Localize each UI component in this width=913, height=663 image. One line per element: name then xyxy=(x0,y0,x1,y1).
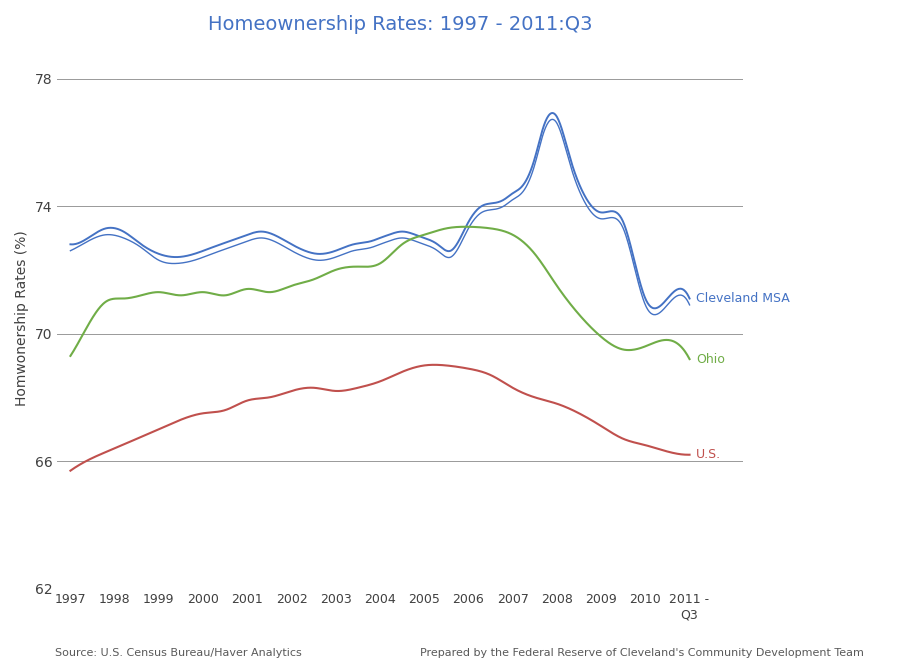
Cleveland MSA xyxy=(547,109,558,117)
U.S. xyxy=(65,467,76,475)
Cleveland MSA xyxy=(425,236,436,244)
U.S. xyxy=(684,451,695,459)
Ohio xyxy=(535,258,546,266)
Cleveland MSA xyxy=(459,225,470,233)
U.S. xyxy=(599,424,610,432)
U.S. xyxy=(429,361,440,369)
Cleveland MSA xyxy=(684,294,695,302)
Cleveland MSA xyxy=(441,247,452,255)
Line: Cleveland MSA: Cleveland MSA xyxy=(70,113,689,308)
Text: Ohio: Ohio xyxy=(697,353,725,365)
Ohio xyxy=(65,352,76,360)
U.S. xyxy=(103,447,114,455)
U.S. xyxy=(442,361,453,369)
Cleveland MSA xyxy=(599,208,610,216)
Cleveland MSA xyxy=(103,224,114,232)
Ohio xyxy=(425,229,436,237)
Y-axis label: Homwonership Rates (%): Homwonership Rates (%) xyxy=(15,230,29,406)
Ohio xyxy=(459,223,470,231)
Cleveland MSA xyxy=(65,241,76,249)
U.S. xyxy=(425,361,436,369)
Text: Prepared by the Federal Reserve of Cleveland's Community Development Team: Prepared by the Federal Reserve of Cleve… xyxy=(420,648,864,658)
Line: U.S.: U.S. xyxy=(70,365,689,471)
U.S. xyxy=(460,364,471,372)
Ohio xyxy=(460,223,471,231)
Text: U.S.: U.S. xyxy=(697,448,721,461)
Title: Homeownership Rates: 1997 - 2011:Q3: Homeownership Rates: 1997 - 2011:Q3 xyxy=(207,15,593,34)
Cleveland MSA xyxy=(534,135,545,143)
Ohio xyxy=(103,296,114,304)
U.S. xyxy=(535,395,546,403)
Ohio xyxy=(441,224,452,232)
Ohio xyxy=(684,355,695,363)
Text: Cleveland MSA: Cleveland MSA xyxy=(697,292,790,305)
Line: Ohio: Ohio xyxy=(70,227,689,359)
Text: Source: U.S. Census Bureau/Haver Analytics: Source: U.S. Census Bureau/Haver Analyti… xyxy=(55,648,301,658)
Cleveland MSA xyxy=(649,304,660,312)
Ohio xyxy=(599,335,610,343)
